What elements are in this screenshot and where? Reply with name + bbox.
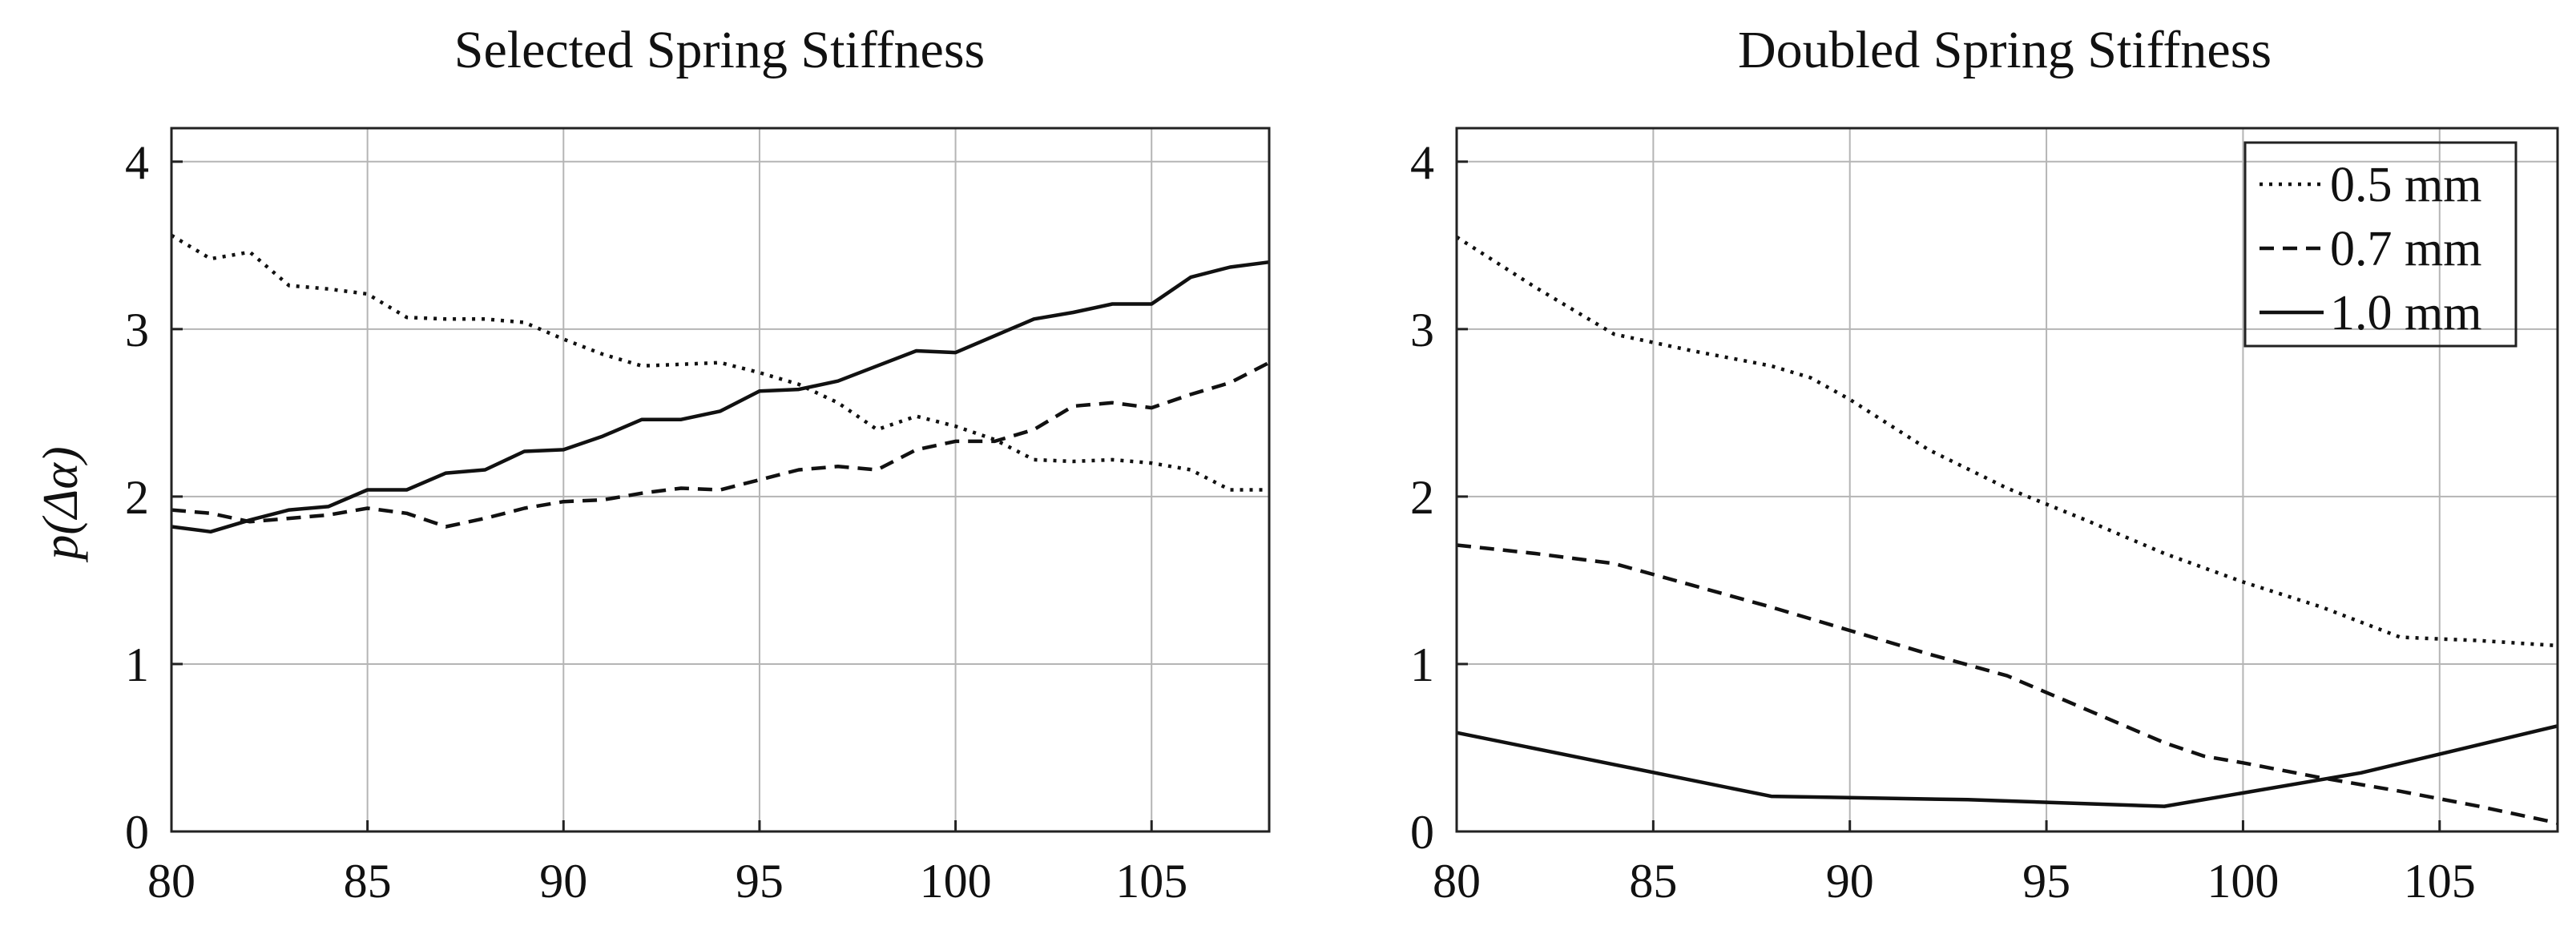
series-line-0-5-mm (170, 233, 1269, 492)
x-tick-label: 90 (539, 855, 587, 908)
legend-box (2243, 141, 2518, 348)
series-line-1-0-mm (171, 260, 1270, 534)
x-tick-label: 80 (1433, 855, 1481, 908)
x-tick-label: 80 (147, 855, 196, 908)
x-tick-label: 85 (1629, 855, 1677, 908)
y-tick-label: 4 (125, 136, 149, 189)
plot-frame (1455, 127, 2559, 833)
y-tick-label: 0 (1410, 806, 1434, 859)
x-tick-label: 95 (736, 855, 784, 908)
y-tick-label: 2 (1410, 471, 1434, 524)
series-line-1-0-mm (1456, 724, 2558, 808)
y-tick-label: 0 (125, 806, 149, 859)
series-line-0-5-mm (1455, 236, 2558, 648)
y-tick-label: 1 (1410, 638, 1434, 691)
plot-frame (170, 127, 1271, 833)
legend-label: 0.7 mm (2330, 222, 2481, 276)
series-line-0-7-mm (1456, 543, 2558, 825)
legend: 0.5 mm 0.7 mm 1.0 mm (2243, 141, 2518, 348)
y-tick-label: 3 (1410, 304, 1434, 356)
chart-doubled-spring-stiffness: Doubled Spring Stiffness 80 85 90 95 100 105 0… (1410, 21, 2559, 908)
legend-label: 0.5 mm (2330, 158, 2481, 212)
x-tick-label: 105 (1115, 855, 1187, 908)
y-tick-label: 3 (125, 304, 149, 356)
x-tick-label: 100 (920, 855, 992, 908)
chart-selected-spring-stiffness: Selected Spring Stiffness p(Δα) 80 85 90 95… (34, 21, 1271, 908)
y-tick-label: 4 (1410, 136, 1434, 189)
x-tick-label: 85 (344, 855, 392, 908)
series-line-0-7-mm (171, 360, 1271, 529)
x-tick-label: 105 (2404, 855, 2476, 908)
chart-title: Doubled Spring Stiffness (1738, 21, 2272, 79)
legend-label: 1.0 mm (2330, 286, 2481, 340)
x-tick-label: 90 (1826, 855, 1874, 908)
chart-title: Selected Spring Stiffness (454, 21, 985, 79)
x-tick-label: 95 (2022, 855, 2070, 908)
y-tick-label: 2 (125, 471, 149, 524)
x-tick-label: 100 (2207, 855, 2279, 908)
y-axis-label: p(Δα) (34, 446, 88, 562)
y-tick-label: 1 (125, 638, 149, 691)
